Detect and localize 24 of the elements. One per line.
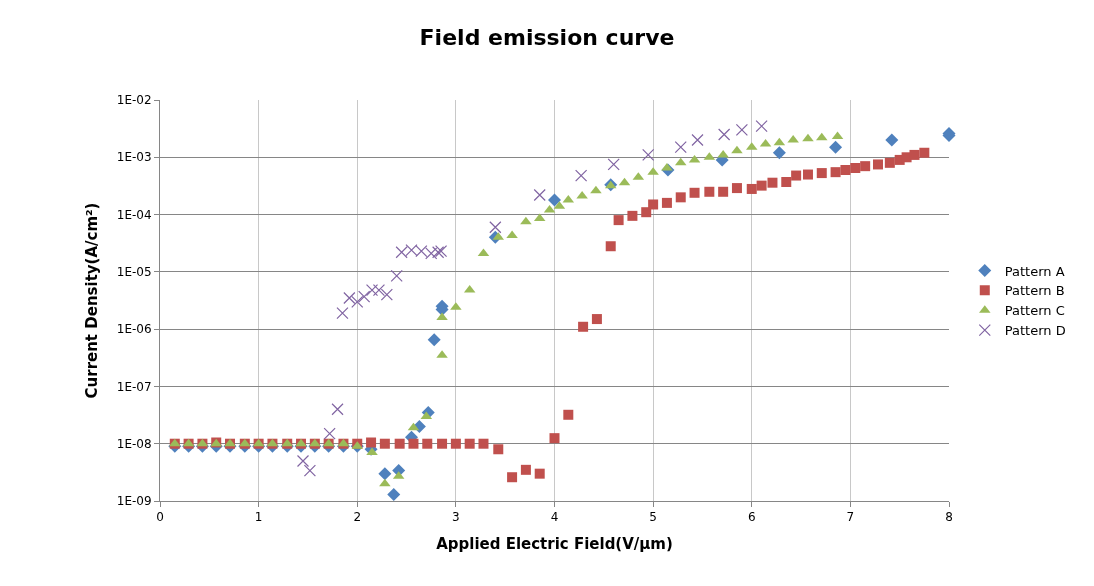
- y-tick-label: 1E-05: [116, 265, 152, 280]
- chart-title: Field emission curve: [419, 24, 675, 50]
- x-tick-label: 3: [452, 510, 460, 525]
- legend-label: Pattern C: [1004, 303, 1065, 319]
- x-tick-label: 0: [156, 510, 164, 525]
- x-tick-label: 2: [353, 510, 362, 525]
- y-tick-label: 1E-03: [116, 150, 152, 165]
- x-tick-label: 4: [550, 510, 559, 525]
- legend-label: Pattern A: [1004, 263, 1065, 279]
- y-tick-label: 1E-09: [116, 494, 152, 509]
- x-tick-label: 7: [846, 510, 855, 525]
- y-tick-label: 1E-02: [116, 93, 152, 108]
- y-tick-label: 1E-04: [116, 207, 152, 222]
- x-axis-title: Applied Electric Field(V/μm): [436, 535, 673, 554]
- y-tick-label: 1E-08: [116, 436, 152, 451]
- legend-label: Pattern D: [1004, 323, 1066, 339]
- legend-label: Pattern B: [1004, 283, 1065, 299]
- y-axis-title: Current Density(A/cm²): [83, 202, 102, 399]
- x-tick-label: 5: [649, 510, 657, 525]
- x-tick-label: 8: [945, 510, 953, 525]
- y-tick-label: 1E-06: [116, 322, 152, 337]
- x-tick-label: 1: [254, 510, 263, 525]
- x-tick-label: 6: [747, 510, 756, 525]
- y-tick-label: 1E-07: [116, 379, 152, 394]
